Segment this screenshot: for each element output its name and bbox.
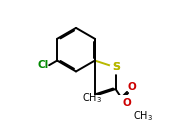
Text: O: O xyxy=(123,98,132,108)
Text: CH$_3$: CH$_3$ xyxy=(82,91,102,105)
Text: Cl: Cl xyxy=(37,60,49,70)
Text: S: S xyxy=(112,62,120,72)
Text: S: S xyxy=(112,62,120,72)
Text: O: O xyxy=(128,82,137,92)
Text: CH$_3$: CH$_3$ xyxy=(133,109,153,123)
